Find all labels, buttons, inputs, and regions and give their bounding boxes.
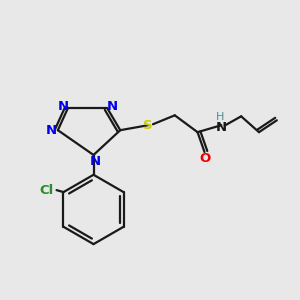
Text: N: N <box>216 121 227 134</box>
Text: O: O <box>200 152 211 165</box>
Text: S: S <box>143 119 153 132</box>
Text: N: N <box>45 124 56 137</box>
Text: N: N <box>57 100 68 113</box>
Text: H: H <box>216 112 224 122</box>
Text: N: N <box>90 155 101 168</box>
Text: Cl: Cl <box>40 184 54 196</box>
Text: N: N <box>107 100 118 113</box>
